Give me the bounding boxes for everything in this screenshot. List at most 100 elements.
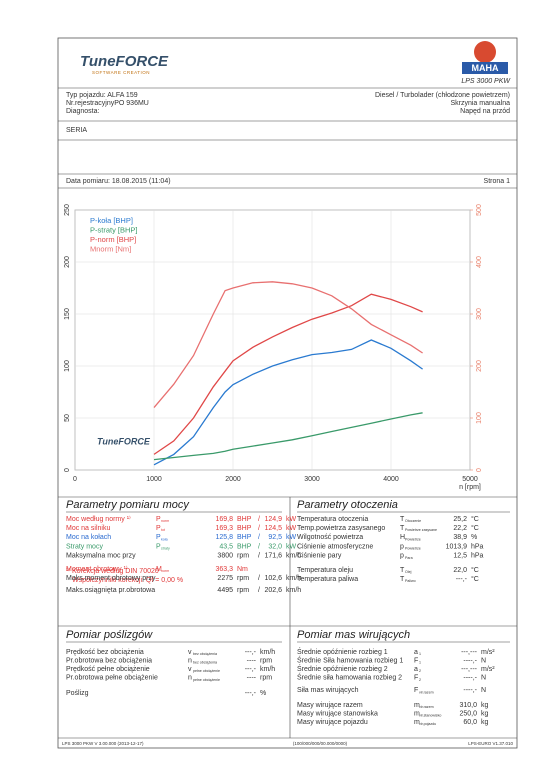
y-tick-label: 0 [64,468,71,472]
section-title: Pomiar mas wirujących [297,629,410,641]
unit: rpm [237,587,249,594]
unit: N [481,657,486,664]
footer: LPS-EURO V1.37.010 [468,741,513,746]
value: ---,- [245,690,257,697]
symbol: v [188,666,192,673]
x-tick-label: 1000 [146,476,162,483]
unit: rpm [237,553,249,560]
series-line [153,339,423,466]
unit: kW [286,543,297,550]
symbol: m [414,710,420,717]
row-label: Średnie siła hamowania rozbieg 2 [297,673,402,682]
separator: / [258,553,260,560]
value: 43,5 [219,543,233,550]
x-tick-label: 4000 [383,476,399,483]
symbol: P [156,534,161,541]
row-label: Pr.obrotowa bez obciążenia [66,657,152,664]
vehicle-info: Typ pojazdu: ALFA 159 [66,92,138,99]
value: 202,6 [264,587,282,594]
unit: km/h [260,649,275,656]
unit: kW [286,516,297,523]
row-label: Poślizg [66,690,89,697]
symbol: F [414,687,418,694]
symbol-sub: vir.stanowisko [419,714,441,718]
value: 1013,9 [446,543,468,550]
symbol: m [414,719,420,726]
value: 4495 [217,587,233,594]
value: ----,- [463,687,477,694]
value: 22,2 [453,525,467,532]
symbol: P [156,516,161,523]
unit: Nm [237,566,248,573]
row-label: Prędkość bez obciążenia [66,649,144,656]
note: Współczynniki korekcji: Qf = 0,00 % [72,577,183,584]
row-label: Masy wirujące pojazdu [297,719,368,726]
symbol: T [400,525,405,532]
row-label: Masy wirujące stanowiska [297,710,378,717]
unit: °C [471,524,479,532]
section-title: Parametry otoczenia [297,499,398,511]
legend-entry: P-koła [BHP] [90,216,133,225]
unit: kg [481,702,489,709]
footer: LPS 3000 PKW V 3.00.000 (2013-12-17) [62,741,144,746]
unit: BHP [237,525,252,532]
unit: % [260,690,266,697]
y2-tick-label: 500 [476,204,483,216]
vehicle-info: Napęd na przód [460,108,510,115]
separator: / [258,587,260,594]
symbol: P [156,525,161,532]
unit: rpm [260,675,272,682]
value: 60,0 [463,719,477,726]
row-label: Średnie Siła hamowania rozbieg 1 [297,655,403,664]
x-tick-label: 0 [73,476,77,483]
watermark: TuneFORCE [97,436,151,446]
unit: m/s² [481,666,495,673]
symbol-sub: bez obciążenia [193,652,217,656]
value: 102,6 [264,575,282,582]
brand-emblem [474,41,496,63]
symbol: T [400,576,405,583]
unit: N [481,687,486,694]
symbol: F [414,657,418,664]
y-tick-label: 200 [64,256,71,268]
row-label: Średnie opóźnienie rozbieg 2 [297,664,388,673]
symbol-sub: Powietrze [405,547,421,551]
legend-entry: P-straty [BHP] [90,225,138,234]
symbol-sub: 1 [419,661,421,665]
vehicle-info: Diesel / Turbolader (chłodzone powietrze… [375,92,510,99]
symbol: n [188,675,192,682]
x-axis-label: n [rpm] [459,484,481,491]
symbol: p [400,543,404,550]
symbol: n [188,657,192,664]
separator: / [258,575,260,582]
symbol: a [414,649,418,656]
value: 169,8 [215,516,233,523]
symbol: a [414,666,418,673]
y-tick-label: 100 [64,360,71,372]
x-tick-label: 5000 [462,476,478,483]
page-number: Strona 1 [484,178,511,185]
symbol-sub: bez obciążenia [193,661,217,665]
symbol-sub: Powietrze zasysane [405,528,437,532]
symbol-sub: vir.razem [419,690,434,694]
value: 125,8 [215,534,233,541]
legend-entry: Mnorm [Nm] [90,244,131,253]
value: 250,0 [459,710,477,717]
row-label: Maks.moment obrotowy przy [66,575,156,582]
separator: / [258,516,260,523]
y2-tick-label: 400 [476,256,483,268]
value: 22,0 [453,567,467,574]
separator: / [258,534,260,541]
unit: hPa [471,543,484,550]
vehicle-info: Nr.rejestracyjnyPO 936MU [66,100,149,107]
symbol: T [400,567,405,574]
symbol-sub: Powietrze [405,537,421,541]
y-tick-label: 250 [64,204,71,216]
footer: (100/000/000/00.000/0000) [293,741,348,746]
series-line [153,412,423,461]
symbol: H [400,534,405,541]
symbol-sub: koła [161,537,168,541]
symbol-sub: pełne obciążenie [193,678,220,682]
symbol-sub: Otoczenie [405,519,421,523]
unit: rpm [237,575,249,582]
